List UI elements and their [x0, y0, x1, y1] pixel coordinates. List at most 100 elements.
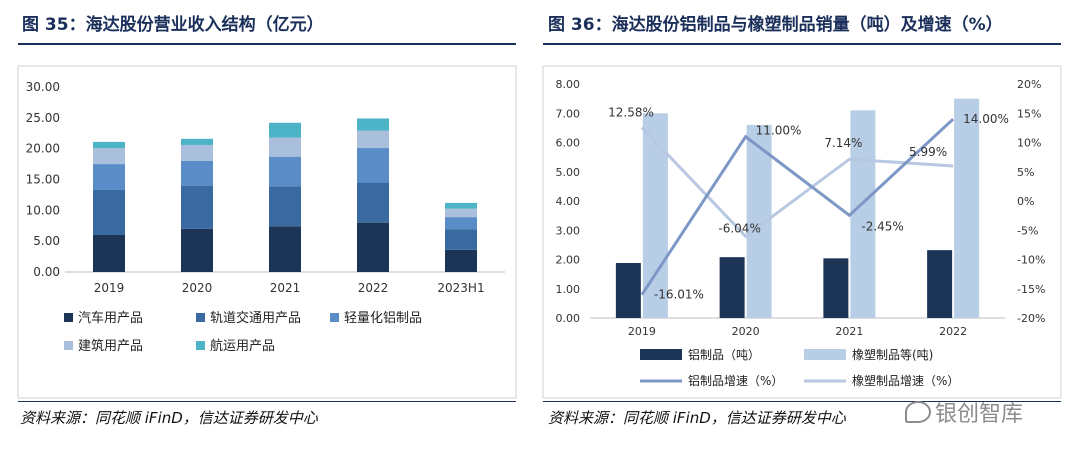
- right-x-tick-label: 2019: [628, 325, 656, 338]
- left-x-tick-label: 2022: [358, 281, 389, 295]
- left-y-tick-label: 0.00: [33, 265, 60, 279]
- left-bar-segment: [93, 235, 125, 272]
- right-source-rule: [543, 401, 1061, 402]
- right-source-note: 资料来源：同花顺 iFinD，信达证券研发中心: [548, 409, 846, 427]
- left-legend-swatch: [64, 313, 73, 322]
- right-x-tick-label: 2022: [939, 325, 967, 338]
- left-y-tick-label: 20.00: [26, 142, 60, 156]
- right-left-axis-tick: 1.00: [556, 283, 581, 296]
- right-bar-aluminum: [615, 263, 641, 318]
- left-legend-label: 汽车用产品: [78, 310, 143, 326]
- right-left-axis-tick: 8.00: [556, 78, 581, 91]
- right-title-rule: [543, 43, 1061, 45]
- right-right-axis-tick: -5%: [1017, 224, 1038, 237]
- left-bar-segment: [269, 122, 301, 138]
- left-x-tick-label: 2021: [270, 281, 301, 295]
- right-line-data-label: 5.99%: [909, 145, 947, 159]
- left-bar-segment: [357, 182, 389, 223]
- right-bar-aluminum: [719, 257, 745, 318]
- right-right-axis-tick: -10%: [1017, 254, 1045, 267]
- right-left-axis-tick: 6.00: [556, 137, 581, 150]
- right-line-data-label: 11.00%: [756, 124, 802, 138]
- left-legend-label: 轨道交通用产品: [210, 310, 301, 326]
- right-bar-rubber: [850, 110, 876, 318]
- right-legend-label: 铝制品（吨）: [688, 347, 760, 362]
- left-bar-segment: [269, 156, 301, 187]
- left-bar-segment: [357, 148, 389, 183]
- left-bar-segment: [269, 137, 301, 157]
- right-x-tick-label: 2020: [732, 325, 760, 338]
- left-legend-label: 建筑用产品: [78, 338, 143, 354]
- left-bar-segment: [93, 164, 125, 190]
- wechat-icon: [905, 401, 931, 423]
- right-legend-swatch: [640, 349, 682, 360]
- left-y-tick-label: 15.00: [26, 173, 60, 187]
- right-plot-frame: [542, 65, 1062, 399]
- left-legend-swatch: [330, 313, 339, 322]
- right-left-axis-tick: 4.00: [556, 195, 581, 208]
- right-line-data-label: 12.58%: [608, 105, 654, 119]
- right-right-axis-tick: 0%: [1017, 195, 1034, 208]
- right-bar-aluminum: [927, 250, 953, 318]
- left-bar-segment: [269, 226, 301, 272]
- left-bar-segment: [93, 189, 125, 235]
- left-bar-segment: [269, 186, 301, 227]
- right-bar-rubber: [954, 98, 980, 318]
- left-bar-segment: [357, 118, 389, 131]
- left-bar-segment: [181, 138, 213, 145]
- left-bar-segment: [93, 141, 125, 149]
- left-bar-segment: [445, 249, 477, 272]
- left-legend-swatch: [64, 341, 73, 350]
- left-plot-frame: [17, 65, 517, 399]
- left-bar-segment: [93, 148, 125, 165]
- right-figure-title: 图 36：海达股份铝制品与橡塑制品销量（吨）及增速（%）: [548, 15, 1003, 35]
- right-bar-rubber: [642, 113, 668, 318]
- right-legend-label: 铝制品增速（%）: [688, 373, 783, 388]
- right-right-axis-tick: 20%: [1017, 78, 1041, 91]
- left-legend-swatch: [196, 341, 205, 350]
- right-left-axis-tick: 5.00: [556, 166, 581, 179]
- right-line-data-label: -2.45%: [861, 219, 903, 233]
- left-bar-segment: [445, 202, 477, 209]
- left-bar-segment: [445, 217, 477, 230]
- left-source-note: 资料来源：同花顺 iFinD，信达证券研发中心: [20, 409, 318, 427]
- left-bar-segment: [181, 228, 213, 272]
- right-left-axis-tick: 3.00: [556, 224, 581, 237]
- right-line-data-label: -6.04%: [718, 221, 760, 235]
- left-bar-segment: [357, 130, 389, 149]
- left-y-tick-label: 5.00: [33, 234, 60, 248]
- left-y-tick-label: 10.00: [26, 203, 60, 217]
- left-x-tick-label: 2020: [182, 281, 213, 295]
- right-left-axis-tick: 7.00: [556, 107, 581, 120]
- left-bar-segment: [445, 229, 477, 250]
- left-bar-segment: [445, 208, 477, 218]
- right-right-axis-tick: 10%: [1017, 137, 1041, 150]
- left-legend-swatch: [196, 313, 205, 322]
- left-legend-label: 航运用产品: [210, 338, 275, 354]
- right-left-axis-tick: 2.00: [556, 254, 581, 267]
- left-y-tick-label: 30.00: [26, 80, 60, 94]
- left-bar-segment: [181, 185, 213, 229]
- left-figure-title: 图 35：海达股份营业收入结构（亿元）: [22, 15, 324, 35]
- right-right-axis-tick: -15%: [1017, 283, 1045, 296]
- left-bar-segment: [357, 222, 389, 272]
- left-source-rule: [18, 401, 516, 402]
- left-legend-label: 轻量化铝制品: [344, 311, 422, 326]
- right-right-axis-tick: -20%: [1017, 312, 1045, 325]
- right-line-data-label: 7.14%: [824, 136, 862, 150]
- right-line-data-label: -16.01%: [654, 288, 704, 302]
- right-legend-label: 橡塑制品增速（%）: [852, 373, 959, 388]
- watermark-text: 银创智库: [935, 402, 1024, 427]
- right-legend-label: 橡塑制品等(吨): [852, 347, 933, 362]
- left-bar-segment: [181, 161, 213, 186]
- right-right-axis-tick: 5%: [1017, 166, 1034, 179]
- right-series-line: [640, 118, 955, 296]
- right-left-axis-tick: 0.00: [556, 312, 581, 325]
- watermark: 银创智库: [905, 396, 1023, 428]
- right-x-tick-label: 2021: [835, 325, 863, 338]
- left-title-rule: [18, 43, 516, 45]
- right-right-axis-tick: 15%: [1017, 107, 1041, 120]
- right-line-data-label: 14.00%: [963, 112, 1009, 126]
- right-bar-aluminum: [823, 258, 849, 318]
